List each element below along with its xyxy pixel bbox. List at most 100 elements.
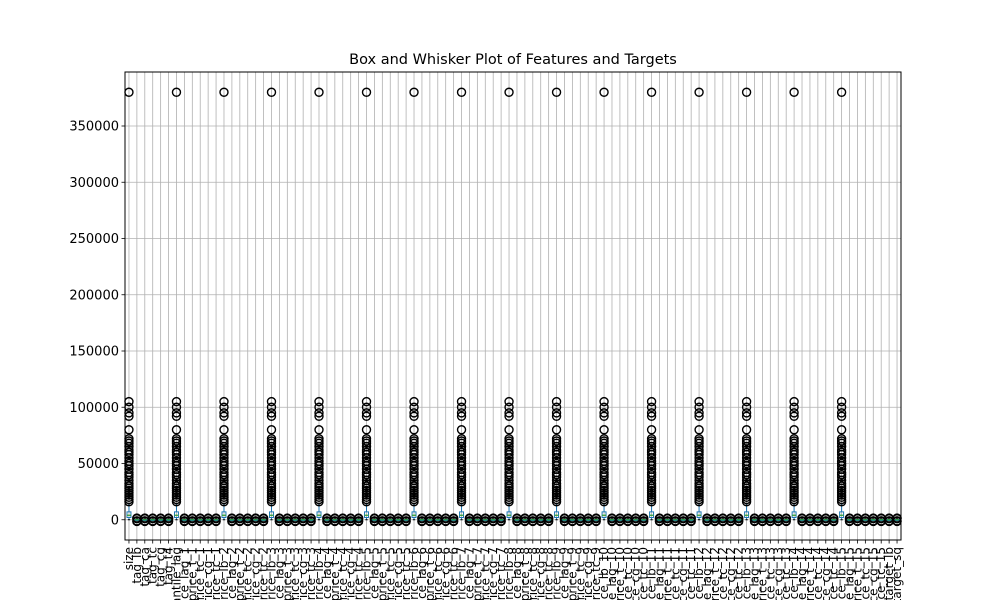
box-price_tc_11 — [686, 513, 696, 527]
outlier-point — [409, 408, 419, 418]
x-tick-label: price_lag_4 — [320, 547, 334, 600]
outlier-point — [456, 456, 467, 466]
outlier-point — [456, 408, 467, 418]
x-tick-label: price_cg_5 — [391, 547, 405, 600]
box-price_lb_6 — [409, 87, 419, 521]
outlier-point — [314, 479, 324, 489]
x-tick-label: price_lb_2 — [217, 547, 231, 600]
outlier-point — [314, 396, 324, 407]
x-tick-label: price_lb_5 — [360, 547, 374, 600]
outlier-point — [646, 467, 657, 478]
outlier-point — [694, 402, 704, 412]
outlier-point — [409, 425, 419, 435]
x-tick-label: price_tc_7 — [478, 547, 492, 600]
outlier-point — [409, 402, 419, 412]
box-price_tc_3 — [306, 513, 316, 527]
outlier-point — [551, 456, 562, 466]
y-tick-label: 0 — [111, 513, 119, 528]
x-tick-label: price_t_11 — [660, 547, 674, 600]
outlier-point — [171, 456, 182, 466]
y-tick-label: 250000 — [69, 232, 119, 247]
x-tick-label: price_tc_15 — [874, 547, 888, 600]
outlier-point — [599, 434, 609, 444]
x-tick-label: price_tc_3 — [304, 547, 318, 600]
x-tick-label: price_lag_5 — [367, 547, 381, 600]
outlier-point — [551, 479, 562, 489]
outlier-point — [599, 408, 609, 418]
box-price_tc_15 — [860, 513, 871, 527]
outlier-point — [646, 396, 657, 407]
x-tick-label: target_sq — [890, 547, 904, 600]
outlier-point — [836, 396, 847, 407]
x-tick-label: price_tc_10 — [621, 547, 635, 600]
box-price_lb_14 — [789, 87, 799, 521]
outlier-point — [409, 479, 419, 489]
outlier-point — [456, 445, 467, 455]
outlier-point — [314, 402, 324, 412]
box-price_tc_12 — [718, 513, 728, 527]
outlier-point — [646, 434, 657, 444]
outlier-point — [219, 456, 229, 466]
outlier-point — [789, 456, 799, 466]
outlier-point — [836, 425, 847, 435]
x-tick-label: price_tc_7 — [494, 547, 508, 600]
outlier-point — [504, 456, 514, 466]
outlier-point — [836, 456, 847, 466]
outlier-point — [456, 425, 467, 435]
x-tick-label: price_tc_4 — [352, 547, 366, 600]
outlier-point — [219, 434, 229, 444]
outlier-point — [543, 513, 554, 523]
box-price_lb_10 — [599, 87, 609, 521]
x-tick-label: tag_cg — [154, 547, 168, 587]
outlier-point — [361, 408, 372, 418]
outlier-point — [401, 513, 411, 523]
outlier-point — [646, 402, 657, 412]
outlier-point — [694, 467, 704, 478]
box-price_lb_8 — [504, 87, 514, 521]
outlier-point — [219, 87, 229, 97]
box-price_tc_13 — [781, 513, 791, 527]
outlier-point — [694, 456, 704, 466]
grid-lines — [125, 72, 901, 540]
x-tick-label: price_cg_13 — [771, 547, 785, 600]
x-tick-label: price_tc_12 — [732, 547, 746, 600]
x-tick-label: quantile_lag — [169, 547, 183, 600]
outlier-point — [266, 445, 277, 455]
outlier-point — [171, 467, 182, 478]
outlier-point — [314, 434, 324, 444]
x-tick-label: price_lag_2 — [225, 547, 239, 600]
outlier-point — [266, 456, 277, 466]
outlier-point — [789, 467, 799, 478]
outlier-point — [836, 87, 847, 97]
outlier-point — [171, 408, 182, 418]
outlier-point — [789, 445, 799, 455]
outlier-point — [551, 467, 562, 478]
y-tick-label: 50000 — [78, 457, 119, 472]
outlier-point — [638, 513, 649, 523]
x-tick-label: price_tc_11 — [684, 547, 698, 600]
outlier-point — [741, 456, 752, 466]
box-price_tc_14 — [828, 513, 839, 527]
x-tick-label: price_lb_11 — [645, 547, 659, 600]
y-tick-label: 200000 — [69, 288, 119, 303]
box-series — [124, 87, 902, 527]
outlier-point — [361, 411, 372, 421]
outlier-point — [646, 87, 657, 97]
outlier-point — [599, 425, 609, 435]
outlier-point — [171, 402, 182, 412]
outlier-point — [314, 87, 324, 97]
box-tag_lb — [132, 513, 142, 527]
x-tick-label: price_t_10 — [613, 547, 627, 600]
outlier-point — [219, 467, 229, 478]
outlier-point — [456, 479, 467, 489]
box-price_lb_7 — [456, 87, 467, 521]
box-price_lb_15 — [836, 87, 847, 521]
x-tick-label: price_tc_9 — [573, 547, 587, 600]
x-tick-label: price_tc_10 — [637, 547, 651, 600]
x-tick-label: price_t_14 — [803, 547, 817, 600]
outlier-point — [361, 456, 372, 466]
box-price_lb_11 — [646, 87, 657, 521]
x-tick-label: price_tc_11 — [668, 547, 682, 600]
outlier-point — [409, 411, 419, 421]
